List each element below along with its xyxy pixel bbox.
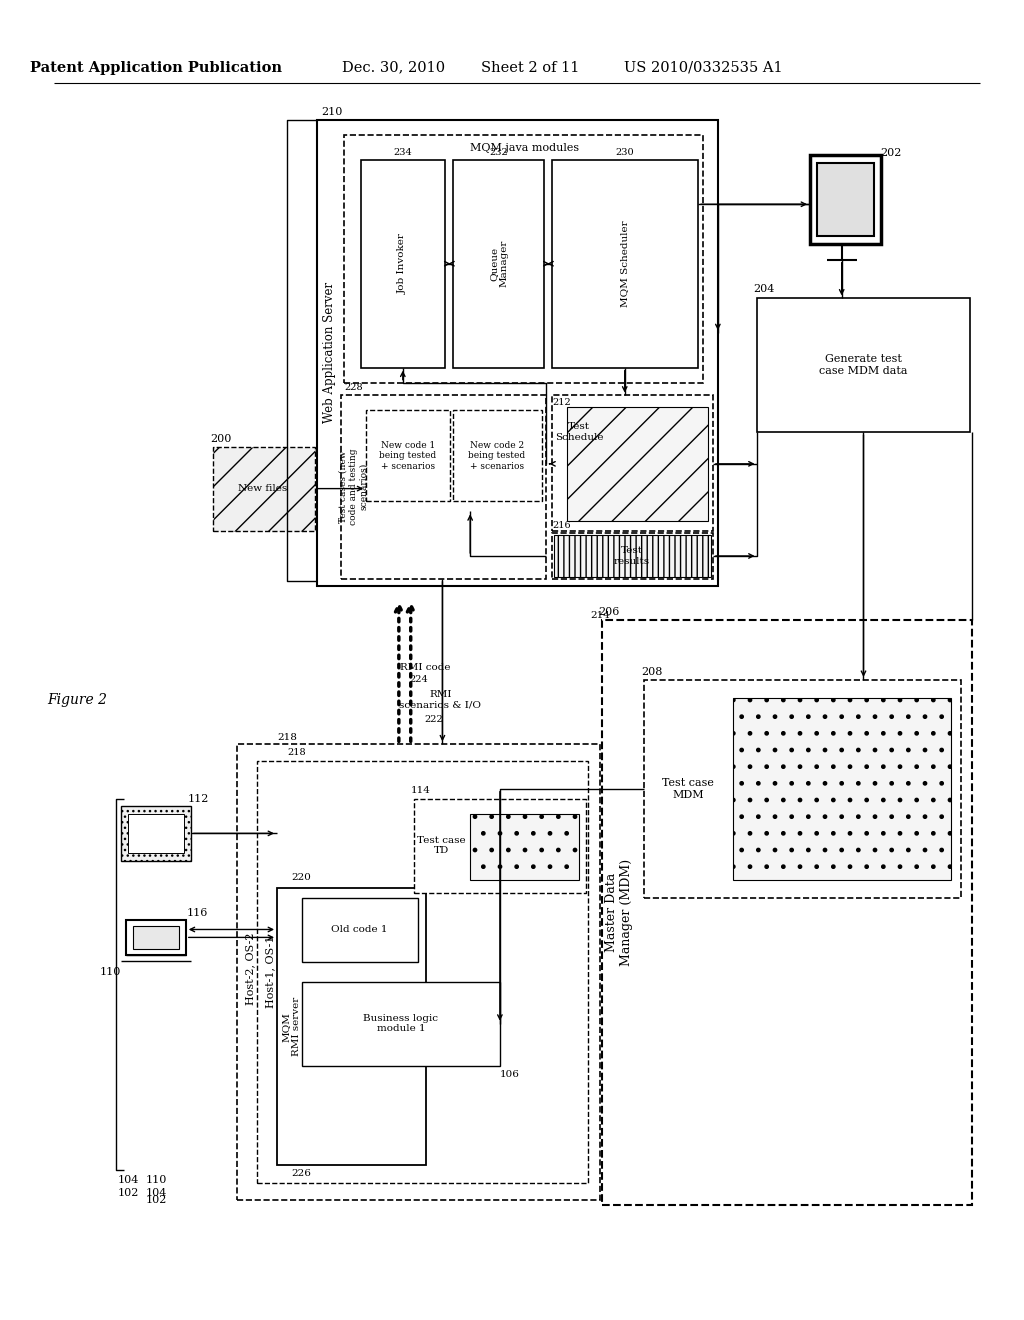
Text: Test case
MDM: Test case MDM bbox=[663, 777, 714, 800]
Text: 224: 224 bbox=[410, 676, 428, 684]
Bar bbox=[810, 154, 882, 244]
Text: Job Invoker: Job Invoker bbox=[398, 234, 408, 294]
Text: MQM
RMI server: MQM RMI server bbox=[282, 997, 301, 1056]
Text: 206: 206 bbox=[598, 607, 620, 618]
Text: Sheet 2 of 11: Sheet 2 of 11 bbox=[481, 61, 580, 74]
Text: New code 2
being tested
+ scenarios: New code 2 being tested + scenarios bbox=[468, 441, 525, 471]
Bar bbox=[414, 799, 586, 892]
Bar bbox=[552, 396, 713, 531]
Text: 110: 110 bbox=[145, 1175, 167, 1185]
Bar bbox=[302, 982, 500, 1067]
Text: Old code 1: Old code 1 bbox=[331, 925, 387, 935]
Text: Test
results: Test results bbox=[613, 546, 650, 566]
Text: 114: 114 bbox=[411, 787, 430, 795]
Bar bbox=[552, 160, 698, 368]
Bar bbox=[367, 411, 451, 502]
Text: New code 1
being tested
+ scenarios: New code 1 being tested + scenarios bbox=[379, 441, 436, 471]
Text: Host-1, OS-1: Host-1, OS-1 bbox=[265, 936, 275, 1008]
Text: Patent Application Publication: Patent Application Publication bbox=[30, 61, 282, 74]
Text: 210: 210 bbox=[321, 107, 342, 117]
Text: 218: 218 bbox=[276, 733, 297, 742]
Bar bbox=[128, 813, 184, 853]
Text: 116: 116 bbox=[187, 908, 209, 917]
Text: 110: 110 bbox=[100, 968, 121, 977]
Bar bbox=[133, 925, 179, 949]
Bar bbox=[758, 298, 971, 432]
Bar bbox=[643, 680, 961, 898]
Text: Figure 2: Figure 2 bbox=[47, 693, 106, 706]
Text: 104: 104 bbox=[118, 1175, 139, 1185]
Bar bbox=[302, 898, 418, 962]
Text: 232: 232 bbox=[489, 148, 508, 157]
Text: 212: 212 bbox=[552, 397, 570, 407]
Bar bbox=[257, 762, 588, 1183]
Text: 226: 226 bbox=[292, 1168, 311, 1177]
Text: New files: New files bbox=[239, 484, 288, 494]
Text: US 2010/0332535 A1: US 2010/0332535 A1 bbox=[624, 61, 782, 74]
Text: Dec. 30, 2010: Dec. 30, 2010 bbox=[342, 61, 445, 74]
Bar bbox=[454, 411, 542, 502]
Text: 106: 106 bbox=[500, 1069, 520, 1078]
Text: 202: 202 bbox=[881, 148, 902, 158]
Bar bbox=[238, 744, 600, 1200]
Bar bbox=[554, 535, 711, 577]
Bar bbox=[817, 162, 874, 236]
Bar bbox=[733, 698, 950, 880]
Text: 214: 214 bbox=[590, 611, 610, 620]
Bar bbox=[567, 408, 708, 521]
Text: RMI code: RMI code bbox=[400, 664, 451, 672]
Text: 102: 102 bbox=[145, 1195, 167, 1205]
Text: Test cases (new
code and testing
scenarios): Test cases (new code and testing scenari… bbox=[338, 449, 369, 525]
Bar bbox=[213, 447, 314, 531]
Bar bbox=[126, 920, 185, 956]
Bar bbox=[552, 533, 713, 578]
Bar bbox=[122, 805, 190, 861]
Text: 200: 200 bbox=[210, 434, 231, 444]
Text: 102: 102 bbox=[118, 1188, 139, 1199]
Text: Test
Schedule: Test Schedule bbox=[555, 422, 603, 442]
Text: Master Data
Manager (MDM): Master Data Manager (MDM) bbox=[605, 859, 633, 966]
Text: 234: 234 bbox=[393, 148, 413, 157]
Text: 104: 104 bbox=[145, 1188, 167, 1199]
Bar bbox=[454, 160, 545, 368]
Text: MQM java modules: MQM java modules bbox=[470, 143, 580, 153]
Bar bbox=[341, 396, 547, 578]
Text: Host-2, OS-2: Host-2, OS-2 bbox=[245, 933, 255, 1006]
Text: 208: 208 bbox=[641, 667, 663, 677]
Text: 228: 228 bbox=[344, 383, 362, 392]
Bar bbox=[276, 888, 426, 1166]
Text: Business logic
module 1: Business logic module 1 bbox=[364, 1014, 438, 1034]
Text: 112: 112 bbox=[188, 793, 209, 804]
Bar bbox=[470, 813, 580, 880]
Text: Test case
TD: Test case TD bbox=[417, 836, 466, 855]
Text: 220: 220 bbox=[292, 874, 311, 883]
Text: 218: 218 bbox=[288, 747, 306, 756]
Text: MQM Scheduler: MQM Scheduler bbox=[621, 220, 629, 308]
Bar bbox=[316, 120, 718, 586]
Bar bbox=[361, 160, 445, 368]
Text: Generate test
case MDM data: Generate test case MDM data bbox=[819, 354, 907, 376]
Bar bbox=[344, 135, 703, 383]
Bar bbox=[602, 620, 973, 1205]
Text: Queue
Manager: Queue Manager bbox=[489, 240, 509, 288]
Text: RMI
scenarios & I/O: RMI scenarios & I/O bbox=[399, 690, 481, 709]
Text: Web Application Server: Web Application Server bbox=[323, 282, 336, 424]
Text: 216: 216 bbox=[552, 521, 570, 529]
Text: 230: 230 bbox=[615, 148, 634, 157]
Text: 222: 222 bbox=[424, 715, 443, 723]
Text: 204: 204 bbox=[754, 285, 775, 294]
